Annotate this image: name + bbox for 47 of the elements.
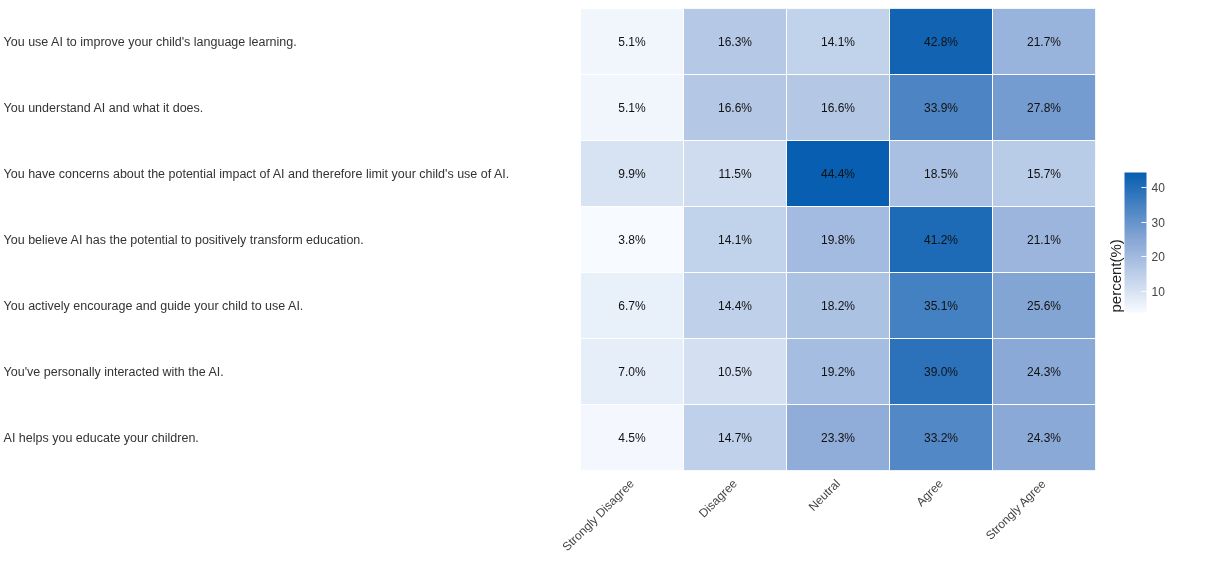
y-tick-label: You've personally interacted with the AI. — [3, 364, 224, 379]
y-tick-label: You actively encourage and guide your child to use AI. — [3, 298, 304, 313]
data-label: 6.7% — [618, 298, 647, 313]
data-label: 15.7% — [1026, 166, 1062, 181]
data-label: 23.3% — [820, 430, 856, 445]
color-bar-label: 40 — [1151, 181, 1166, 196]
data-label: 14.7% — [717, 430, 753, 445]
data-label: 14.1% — [717, 232, 753, 247]
y-tick-label: You have concerns about the potential impact of AI and therefore limit your child's use of AI. — [3, 166, 510, 181]
data-label: 11.5% — [718, 166, 752, 181]
data-label: 24.3% — [1026, 430, 1062, 445]
data-label: 33.9% — [923, 100, 959, 115]
data-label: 27.8% — [1026, 100, 1062, 115]
data-label: 18.5% — [923, 166, 959, 181]
color-bar-label: 10 — [1151, 284, 1166, 299]
data-label: 41.2% — [923, 232, 959, 247]
data-label: 21.7% — [1026, 34, 1062, 49]
color-bar-label: 30 — [1151, 215, 1166, 230]
data-label: 14.4% — [717, 298, 753, 313]
color-bar-label: 20 — [1151, 250, 1166, 265]
data-label: 3.8% — [618, 232, 647, 247]
data-label: 39.0% — [923, 364, 959, 379]
data-label: 16.3% — [717, 34, 753, 49]
data-label: 16.6% — [820, 100, 856, 115]
data-label: 16.6% — [717, 100, 753, 115]
data-label: 7.0% — [618, 364, 647, 379]
data-label: 33.2% — [923, 430, 959, 445]
data-label: 42.8% — [923, 34, 959, 49]
data-label: 5.1% — [618, 100, 647, 115]
y-tick-label: AI helps you educate your children. — [3, 430, 199, 445]
data-label: 25.6% — [1026, 298, 1062, 313]
data-label: 9.9% — [618, 166, 647, 181]
data-label: 18.2% — [820, 298, 856, 313]
data-label: 21.1% — [1026, 232, 1062, 247]
data-label: 44.4% — [820, 166, 856, 181]
data-label: 10.5% — [717, 364, 753, 379]
y-tick-label: You understand AI and what it does. — [3, 100, 204, 115]
data-label: 14.1% — [820, 34, 856, 49]
data-label: 35.1% — [923, 298, 959, 313]
y-tick-label: You use AI to improve your child's language learning. — [3, 34, 297, 49]
data-label: 19.2% — [820, 364, 856, 379]
data-label: 5.1% — [618, 34, 647, 49]
data-label: 4.5% — [618, 430, 647, 445]
y-tick-label: You believe AI has the potential to positively transform education. — [3, 232, 364, 247]
data-label: 24.3% — [1026, 364, 1062, 379]
color-bar-title: percent(%) — [1106, 239, 1124, 313]
data-label: 19.8% — [820, 232, 856, 247]
